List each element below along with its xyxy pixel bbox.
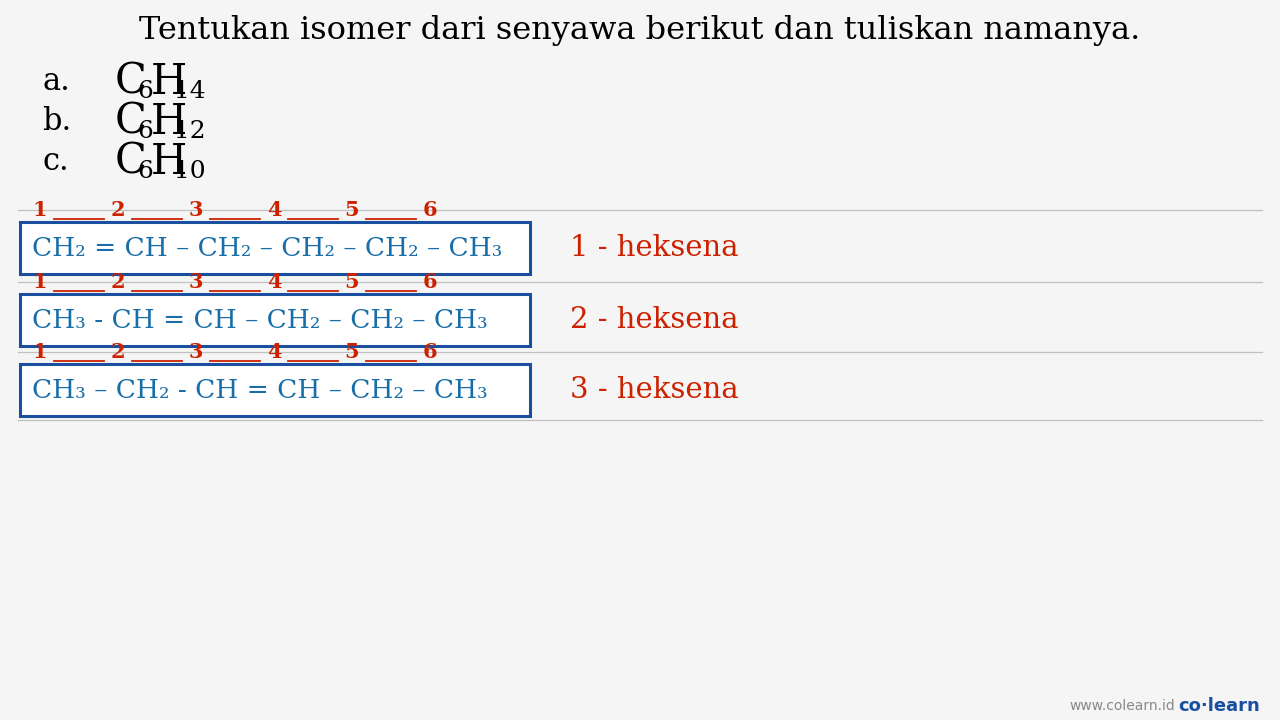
Text: CH₃ – CH₂ - CH = CH – CH₂ – CH₃: CH₃ – CH₂ - CH = CH – CH₂ – CH₃ — [32, 377, 488, 402]
Text: 2: 2 — [110, 342, 125, 362]
Text: 6: 6 — [137, 81, 152, 104]
Text: co·learn: co·learn — [1179, 697, 1260, 715]
Text: 6: 6 — [422, 200, 438, 220]
Text: 10: 10 — [174, 161, 206, 184]
Text: 5: 5 — [344, 342, 360, 362]
Text: www.colearn.id: www.colearn.id — [1069, 699, 1175, 713]
Text: 5: 5 — [344, 200, 360, 220]
Text: H: H — [151, 61, 187, 103]
Text: Tentukan isomer dari senyawa berikut dan tuliskan namanya.: Tentukan isomer dari senyawa berikut dan… — [140, 14, 1140, 45]
Text: C: C — [115, 61, 147, 103]
Text: 3: 3 — [188, 200, 204, 220]
Text: 4: 4 — [266, 272, 282, 292]
Text: 6: 6 — [137, 120, 152, 143]
Text: b.: b. — [42, 107, 72, 138]
FancyBboxPatch shape — [20, 222, 530, 274]
Text: 3: 3 — [188, 342, 204, 362]
Text: 1: 1 — [33, 272, 47, 292]
Text: 2 - heksena: 2 - heksena — [570, 306, 739, 334]
Text: a.: a. — [42, 66, 70, 97]
Text: 1: 1 — [33, 342, 47, 362]
Text: 6: 6 — [137, 161, 152, 184]
Text: CH₃ - CH = CH – CH₂ – CH₂ – CH₃: CH₃ - CH = CH – CH₂ – CH₂ – CH₃ — [32, 307, 488, 333]
Text: 2: 2 — [110, 272, 125, 292]
Text: CH₂ = CH – CH₂ – CH₂ – CH₂ – CH₃: CH₂ = CH – CH₂ – CH₂ – CH₂ – CH₃ — [32, 235, 502, 261]
Text: 6: 6 — [422, 342, 438, 362]
Text: 12: 12 — [174, 120, 206, 143]
Text: 3 - heksena: 3 - heksena — [570, 376, 739, 404]
Text: 2: 2 — [110, 200, 125, 220]
Text: H: H — [151, 101, 187, 143]
Text: 1: 1 — [33, 200, 47, 220]
Text: H: H — [151, 141, 187, 183]
Text: 1 - heksena: 1 - heksena — [570, 234, 739, 262]
Text: 3: 3 — [188, 272, 204, 292]
Text: C: C — [115, 101, 147, 143]
Text: 4: 4 — [266, 342, 282, 362]
FancyBboxPatch shape — [20, 294, 530, 346]
Text: 14: 14 — [174, 81, 206, 104]
FancyBboxPatch shape — [20, 364, 530, 416]
Text: 4: 4 — [266, 200, 282, 220]
Text: 6: 6 — [422, 272, 438, 292]
Text: c.: c. — [42, 146, 69, 178]
Text: C: C — [115, 141, 147, 183]
Text: 5: 5 — [344, 272, 360, 292]
